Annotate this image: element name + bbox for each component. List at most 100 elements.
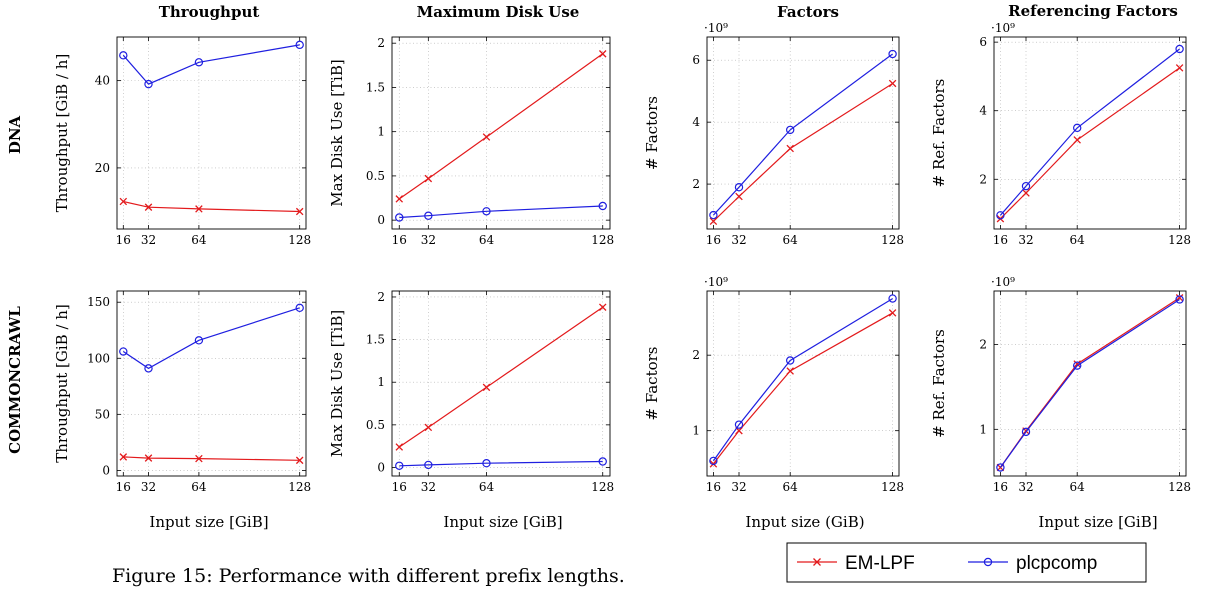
data-point-em-lpf bbox=[598, 50, 607, 58]
x-tick-label: 64 bbox=[783, 480, 799, 494]
plot-area-frame bbox=[993, 36, 1187, 230]
data-point-plcpcomp bbox=[1072, 361, 1082, 370]
series-line-em-lpf bbox=[999, 297, 1180, 468]
data-point-em-lpf bbox=[1073, 136, 1081, 144]
chart-panel-dna-throughput: 16 32 64 128 20 40 Throughput [GiB / h] bbox=[53, 36, 311, 247]
x-tick-label: 32 bbox=[421, 233, 436, 247]
y-tick-label: 0 bbox=[377, 213, 385, 227]
data-point-plcpcomp bbox=[1175, 44, 1184, 54]
data-point-plcpcomp bbox=[996, 463, 1005, 472]
y-tick-label: 1 bbox=[979, 422, 987, 436]
y-exponent-label: ·10⁹ bbox=[991, 275, 1015, 289]
data-point-em-lpf bbox=[195, 205, 203, 213]
plot-area-frame bbox=[706, 290, 900, 477]
data-point-plcpcomp bbox=[888, 294, 897, 303]
series-line-plcpcomp bbox=[399, 205, 603, 219]
data-point-plcpcomp bbox=[194, 58, 204, 67]
series-line-plcpcomp bbox=[712, 53, 893, 216]
x-tick-label: 32 bbox=[141, 233, 156, 247]
data-point-plcpcomp bbox=[395, 213, 404, 222]
series-line-em-lpf bbox=[712, 82, 893, 222]
plot-area-frame bbox=[706, 36, 900, 230]
data-point-em-lpf bbox=[1175, 294, 1184, 302]
data-point-plcpcomp bbox=[996, 211, 1005, 220]
data-point-plcpcomp bbox=[598, 201, 607, 211]
data-point-plcpcomp bbox=[144, 364, 153, 373]
y-tick-label: 2 bbox=[979, 337, 987, 351]
data-point-plcpcomp bbox=[786, 125, 795, 135]
data-point-plcpcomp bbox=[295, 303, 304, 313]
x-tick-label: 32 bbox=[1018, 233, 1033, 247]
y-tick-label: 2 bbox=[692, 177, 700, 191]
series-line-plcpcomp bbox=[999, 298, 1180, 468]
x-axis-label-throughput: Input size [GiB] bbox=[149, 513, 268, 531]
x-axis-label-disk-use: Input size [GiB] bbox=[443, 513, 562, 531]
y-axis-label: # Factors bbox=[643, 96, 661, 170]
data-point-em-lpf bbox=[119, 197, 128, 206]
data-point-em-lpf bbox=[482, 133, 491, 141]
x-tick-label: 128 bbox=[881, 480, 904, 494]
y-tick-label: 2 bbox=[979, 172, 987, 186]
data-point-em-lpf bbox=[786, 367, 794, 375]
x-tick-label: 32 bbox=[421, 480, 436, 494]
plot-area-frame bbox=[391, 290, 611, 477]
x-tick-label: 64 bbox=[1070, 480, 1086, 494]
plot-area-frame bbox=[116, 36, 307, 230]
data-point-em-lpf bbox=[709, 217, 718, 226]
legend-box bbox=[786, 542, 1147, 583]
data-point-plcpcomp bbox=[888, 49, 897, 59]
x-tick-label: 16 bbox=[392, 233, 407, 247]
x-tick-label: 16 bbox=[993, 480, 1008, 494]
y-tick-label: 100 bbox=[87, 351, 110, 365]
x-tick-label: 64 bbox=[783, 233, 799, 247]
series-line-plcpcomp bbox=[122, 307, 300, 370]
legend-label-em-lpf: EM-LPF bbox=[845, 553, 915, 574]
y-tick-label: 150 bbox=[87, 295, 110, 309]
x-tick-label: 16 bbox=[116, 480, 131, 494]
x-tick-label: 128 bbox=[1168, 233, 1191, 247]
column-title-throughput: Throughput bbox=[159, 3, 260, 21]
data-point-plcpcomp bbox=[482, 207, 491, 216]
plot-area-frame bbox=[116, 290, 307, 477]
series-line-plcpcomp bbox=[999, 48, 1180, 216]
data-point-plcpcomp bbox=[734, 420, 744, 429]
y-axis-label: # Ref. Factors bbox=[930, 329, 948, 438]
chart-panel-cc-factors: 16 32 64 128 1 2 ·10⁹ # Factors bbox=[643, 275, 904, 494]
chart-panel-cc-throughput: 16 32 64 128 0 50 100 150 Throughput [GiB / h] bbox=[53, 290, 311, 494]
figure-caption: Figure 15: Performance with different pr… bbox=[112, 565, 625, 587]
y-tick-label: 40 bbox=[95, 74, 110, 88]
column-title-disk-use: Maximum Disk Use bbox=[417, 3, 580, 21]
chart-panel-dna-disk: 16 32 64 128 0 0.5 1 1.5 2 Max Disk Use [TiB] bbox=[328, 36, 614, 247]
x-tick-label: 128 bbox=[591, 233, 614, 247]
data-point-em-lpf bbox=[1175, 64, 1184, 72]
series-line-em-lpf bbox=[398, 306, 604, 448]
x-tick-label: 16 bbox=[706, 233, 721, 247]
y-tick-label: 6 bbox=[979, 35, 987, 49]
x-tick-label: 64 bbox=[479, 233, 495, 247]
y-tick-label: 4 bbox=[979, 104, 987, 118]
x-tick-label: 16 bbox=[706, 480, 721, 494]
series-line-plcpcomp bbox=[122, 44, 300, 85]
chart-panel-cc-ref: 16 32 64 128 1 2 ·10⁹ # Ref. Factors bbox=[930, 275, 1191, 494]
y-tick-label: 1 bbox=[377, 375, 385, 389]
x-tick-label: 128 bbox=[881, 233, 904, 247]
x-tick-label: 32 bbox=[731, 480, 746, 494]
chart-panel-dna-ref: 16 32 64 128 2 4 6 ·10⁹ # Ref. Factors bbox=[930, 21, 1191, 247]
data-point-plcpcomp bbox=[734, 182, 744, 192]
data-point-em-lpf bbox=[395, 195, 404, 203]
plot-area-frame bbox=[993, 290, 1187, 477]
data-point-em-lpf bbox=[598, 303, 607, 311]
x-tick-label: 128 bbox=[288, 480, 311, 494]
data-point-em-lpf bbox=[888, 79, 897, 88]
y-axis-label: Throughput [GiB / h] bbox=[53, 54, 71, 213]
legend-marker-plcpcomp bbox=[983, 557, 993, 567]
data-point-plcpcomp bbox=[424, 211, 433, 220]
x-tick-label: 128 bbox=[591, 480, 614, 494]
row-label-dna: DNA bbox=[6, 115, 24, 154]
series-line-em-lpf bbox=[712, 312, 893, 465]
data-point-em-lpf bbox=[786, 144, 794, 153]
y-tick-label: 0 bbox=[377, 460, 385, 474]
data-point-plcpcomp bbox=[395, 461, 404, 470]
y-tick-label: 2 bbox=[377, 36, 385, 50]
column-title-ref-factors: Referencing Factors bbox=[1008, 2, 1178, 20]
